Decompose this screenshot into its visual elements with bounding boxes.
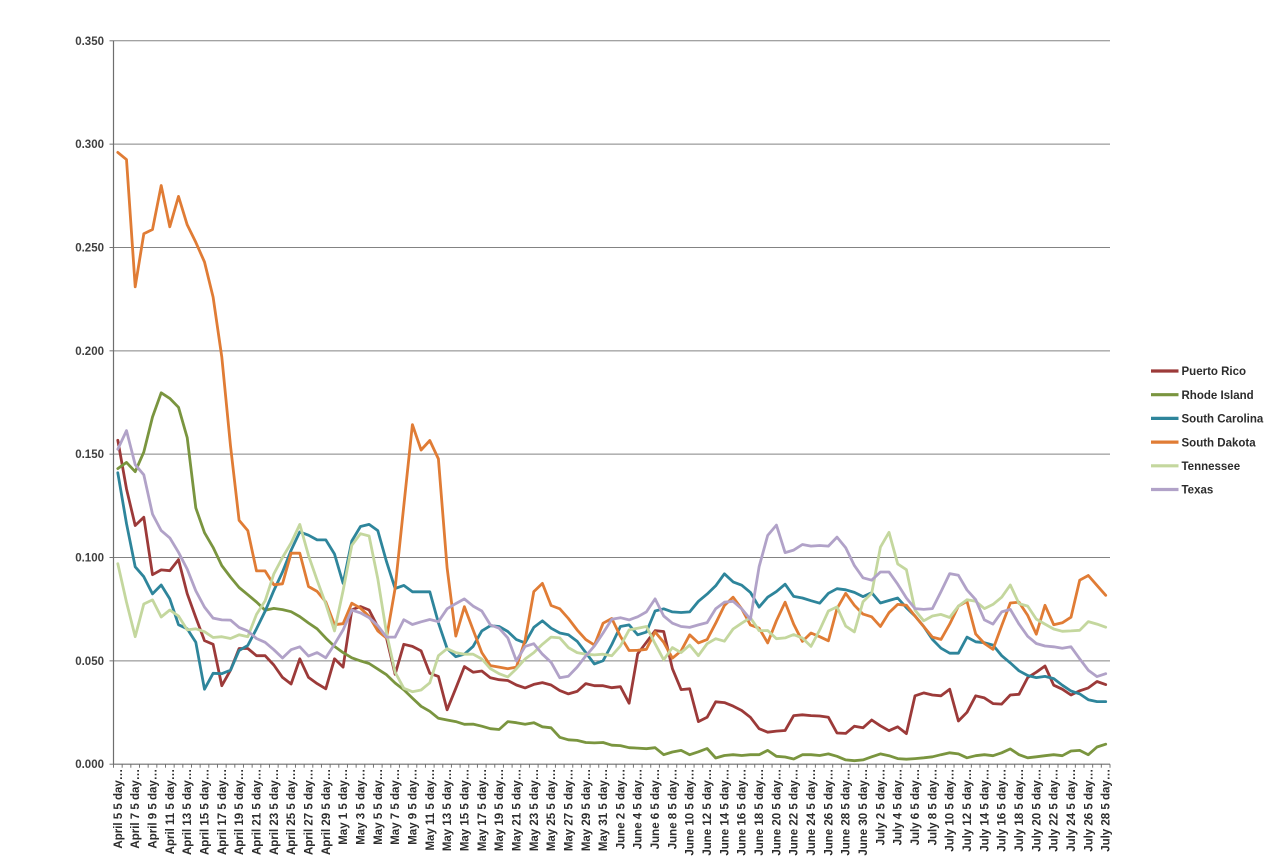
svg-text:July 14 5 day…: July 14 5 day… <box>979 769 991 852</box>
svg-text:May 31 5 day…: May 31 5 day… <box>598 769 610 851</box>
svg-text:May 13 5 day…: May 13 5 day… <box>442 769 454 851</box>
svg-text:South Dakota: South Dakota <box>1182 437 1257 449</box>
svg-text:April 29 5 day…: April 29 5 day… <box>321 769 333 855</box>
svg-text:July 12 5 day…: July 12 5 day… <box>962 769 974 852</box>
svg-text:June 30 5 day…: June 30 5 day… <box>858 769 870 856</box>
svg-text:May 9 5 day…: May 9 5 day… <box>407 769 419 845</box>
svg-text:0.250: 0.250 <box>75 242 104 254</box>
svg-text:Rhode Island: Rhode Island <box>1182 390 1254 402</box>
svg-text:Texas: Texas <box>1182 485 1214 497</box>
svg-text:May 23 5 day…: May 23 5 day… <box>529 769 541 851</box>
svg-text:May 5 5 day…: May 5 5 day… <box>373 769 385 845</box>
svg-text:April 13 5 day…: April 13 5 day… <box>182 769 194 855</box>
svg-text:July 20 5 day…: July 20 5 day… <box>1031 769 1043 852</box>
svg-text:0.300: 0.300 <box>75 139 104 151</box>
svg-text:May 21 5 day…: May 21 5 day… <box>511 769 523 851</box>
svg-text:Puerto Rico: Puerto Rico <box>1182 366 1247 378</box>
svg-text:April 17 5 day…: April 17 5 day… <box>217 769 229 855</box>
svg-text:0.350: 0.350 <box>75 36 104 48</box>
svg-text:April 9 5 day…: April 9 5 day… <box>148 769 160 849</box>
svg-text:May 11 5 day…: May 11 5 day… <box>425 769 437 851</box>
svg-text:Tennessee: Tennessee <box>1182 461 1241 473</box>
svg-text:April 15 5 day…: April 15 5 day… <box>200 769 212 855</box>
svg-text:0.050: 0.050 <box>75 656 104 668</box>
svg-text:June 20 5 day…: June 20 5 day… <box>771 769 783 856</box>
svg-text:April 27 5 day…: April 27 5 day… <box>304 769 316 855</box>
svg-text:May 1 5 day…: May 1 5 day… <box>338 769 350 845</box>
svg-text:April 21 5 day…: April 21 5 day… <box>252 769 264 855</box>
svg-text:May 17 5 day…: May 17 5 day… <box>477 769 489 851</box>
svg-text:July 8 5 day…: July 8 5 day… <box>927 769 939 846</box>
svg-text:July 4 5 day…: July 4 5 day… <box>893 769 905 846</box>
svg-text:June 22 5 day…: June 22 5 day… <box>789 769 801 856</box>
svg-text:April 19 5 day…: April 19 5 day… <box>234 769 246 855</box>
svg-text:July 28 5 day…: July 28 5 day… <box>1101 769 1113 852</box>
svg-text:0.150: 0.150 <box>75 449 104 461</box>
svg-text:June 26 5 day…: June 26 5 day… <box>823 769 835 856</box>
svg-text:South Carolina: South Carolina <box>1182 414 1264 426</box>
svg-text:July 18 5 day…: July 18 5 day… <box>1014 769 1026 852</box>
svg-text:June 8 5 day…: June 8 5 day… <box>667 769 679 850</box>
svg-text:0.200: 0.200 <box>75 346 104 358</box>
svg-text:June 24 5 day…: June 24 5 day… <box>806 769 818 856</box>
svg-text:June 12 5 day…: June 12 5 day… <box>702 769 714 856</box>
svg-text:June 2 5 day…: June 2 5 day… <box>615 769 627 850</box>
svg-text:May 15 5 day…: May 15 5 day… <box>459 769 471 851</box>
svg-text:April 11 5 day…: April 11 5 day… <box>165 769 177 855</box>
svg-text:July 16 5 day…: July 16 5 day… <box>997 769 1009 852</box>
svg-text:July 10 5 day…: July 10 5 day… <box>945 769 957 852</box>
svg-text:April 7 5 day…: April 7 5 day… <box>130 769 142 849</box>
svg-text:May 29 5 day…: May 29 5 day… <box>581 769 593 851</box>
svg-text:July 6 5 day…: July 6 5 day… <box>910 769 922 846</box>
svg-text:June 10 5 day…: June 10 5 day… <box>685 769 697 856</box>
svg-text:April 5 5 day…: April 5 5 day… <box>113 769 125 849</box>
svg-text:July 2 5 day…: July 2 5 day… <box>875 769 887 846</box>
svg-text:0.100: 0.100 <box>75 553 104 565</box>
svg-text:May 27 5 day…: May 27 5 day… <box>563 769 575 851</box>
svg-text:June 6 5 day…: June 6 5 day… <box>650 769 662 850</box>
svg-text:0.000: 0.000 <box>75 759 104 771</box>
svg-text:May 25 5 day…: May 25 5 day… <box>546 769 558 851</box>
svg-text:June 16 5 day…: June 16 5 day… <box>737 769 749 856</box>
svg-text:June 4 5 day…: June 4 5 day… <box>633 769 645 850</box>
svg-text:May 19 5 day…: May 19 5 day… <box>494 769 506 851</box>
svg-text:July 24 5 day…: July 24 5 day… <box>1066 769 1078 852</box>
svg-text:June 14 5 day…: June 14 5 day… <box>719 769 731 856</box>
svg-text:April 25 5 day…: April 25 5 day… <box>286 769 298 855</box>
svg-text:May 3 5 day…: May 3 5 day… <box>356 769 368 845</box>
svg-text:June 28 5 day…: June 28 5 day… <box>841 769 853 856</box>
svg-text:May 7 5 day…: May 7 5 day… <box>390 769 402 845</box>
svg-text:April 23 5 day…: April 23 5 day… <box>269 769 281 855</box>
svg-text:July 26 5 day…: July 26 5 day… <box>1083 769 1095 852</box>
svg-text:June 18 5 day…: June 18 5 day… <box>754 769 766 856</box>
svg-text:July 22 5 day…: July 22 5 day… <box>1049 769 1061 852</box>
